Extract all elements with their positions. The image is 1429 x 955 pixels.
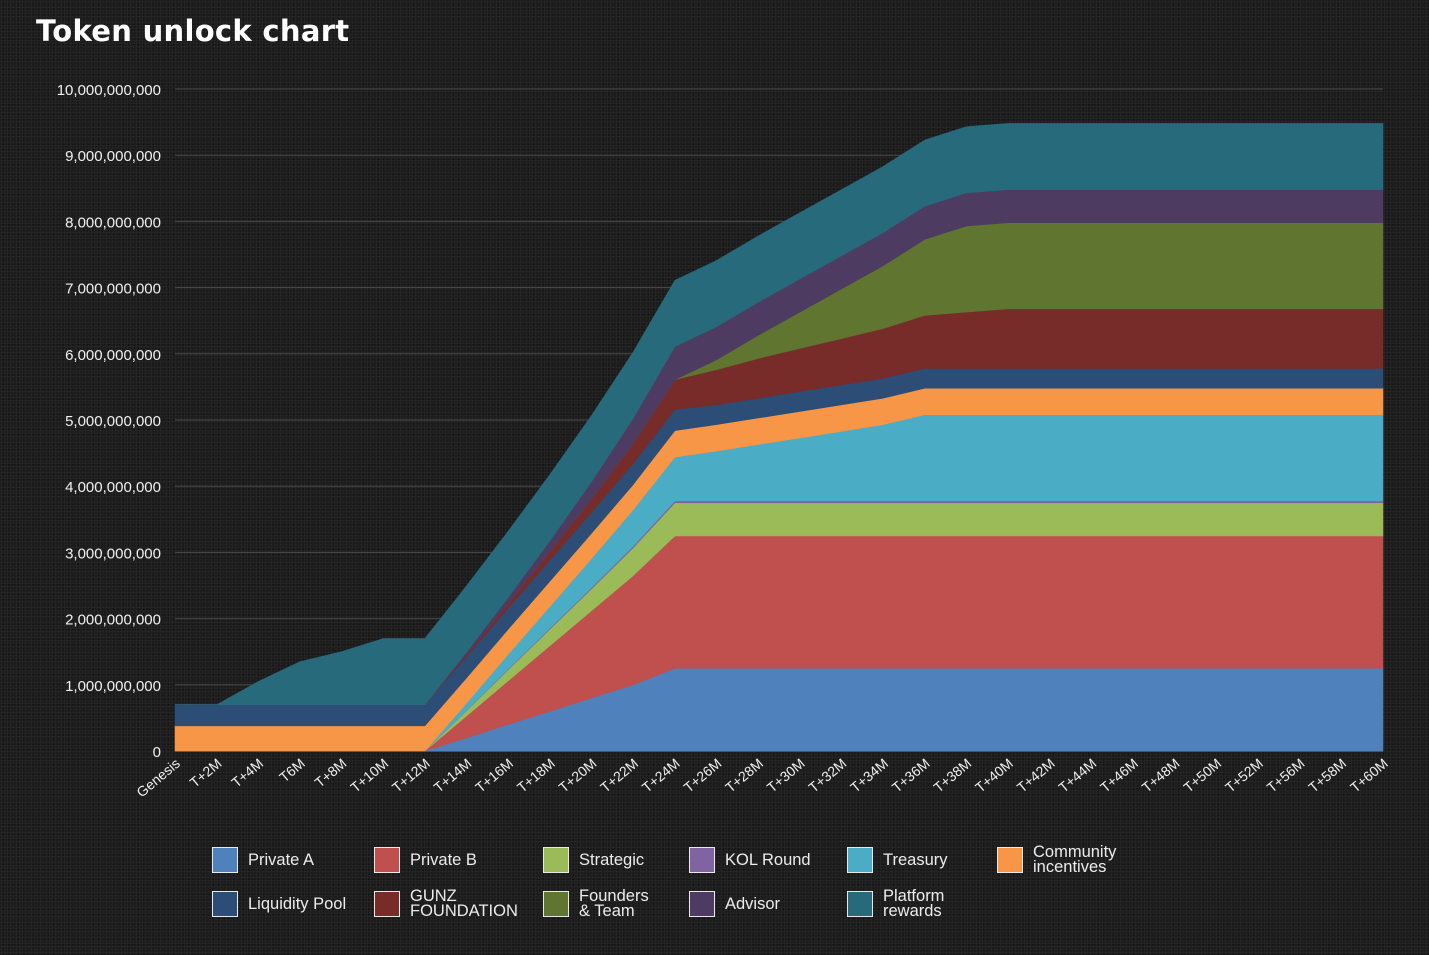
y-tick-label: 7,000,000,000 [65, 281, 161, 298]
y-tick-label: 9,000,000,000 [65, 148, 161, 165]
y-tick-label: 10,000,000,000 [57, 82, 161, 99]
x-tick-label: T+2M [187, 755, 225, 791]
x-tick-label: T+22M [597, 755, 641, 796]
x-tick-label: T+16M [472, 755, 516, 796]
x-tick-label: T+30M [764, 755, 808, 796]
x-tick-label: T+32M [805, 755, 849, 796]
x-tick-label: T+28M [722, 755, 766, 796]
x-tick-label: T+8M [312, 755, 350, 791]
x-tick-label: T+26M [680, 755, 724, 796]
y-tick-label: 6,000,000,000 [65, 347, 161, 364]
x-tick-label: T+12M [389, 755, 433, 796]
x-tick-label: T+20M [556, 755, 600, 796]
x-tick-label: T+40M [972, 755, 1016, 796]
x-tick-label: T+56M [1264, 755, 1308, 796]
x-tick-label: T+48M [1139, 755, 1183, 796]
area-series-10 [175, 123, 1384, 705]
y-tick-label: 0 [153, 744, 161, 761]
x-tick-label: T+38M [930, 755, 974, 796]
area-layer [174, 123, 1384, 752]
x-tick-label: T+58M [1305, 755, 1349, 796]
x-tick-label: T+18M [514, 755, 558, 796]
y-tick-label: 8,000,000,000 [65, 214, 161, 231]
y-tick-label: 3,000,000,000 [65, 545, 161, 562]
y-tick-label: 2,000,000,000 [65, 612, 161, 629]
chart-title: Token unlock chart [36, 14, 350, 48]
x-tick-label: T+36M [889, 755, 933, 796]
y-axis-ticks: 0 1,000,000,000 2,000,000,000 3,000,000,000… [57, 82, 161, 761]
x-tick-label: T+42M [1014, 755, 1058, 796]
x-tick-label: T+34M [847, 755, 891, 796]
x-tick-label: T+24M [639, 755, 683, 796]
y-tick-label: 1,000,000,000 [65, 678, 161, 695]
x-axis-ticks: Genesis T+2M T+4M T6M T+8MT+10MT+12MT+14MT+1… [133, 755, 1391, 800]
x-tick-label: T+44M [1055, 755, 1099, 796]
x-tick-label: Genesis [133, 755, 183, 800]
x-tick-label: T+60M [1347, 755, 1391, 796]
y-tick-label: 4,000,000,000 [65, 479, 161, 496]
x-tick-label: T+46M [1097, 755, 1141, 796]
x-tick-label: T+4M [228, 755, 266, 791]
x-tick-label: T6M [276, 755, 308, 785]
y-tick-label: 5,000,000,000 [65, 413, 161, 430]
x-tick-label: T+52M [1222, 755, 1266, 796]
x-tick-label: T+10M [347, 755, 391, 796]
x-tick-label: T+50M [1180, 755, 1224, 796]
x-tick-label: T+14M [431, 755, 475, 796]
